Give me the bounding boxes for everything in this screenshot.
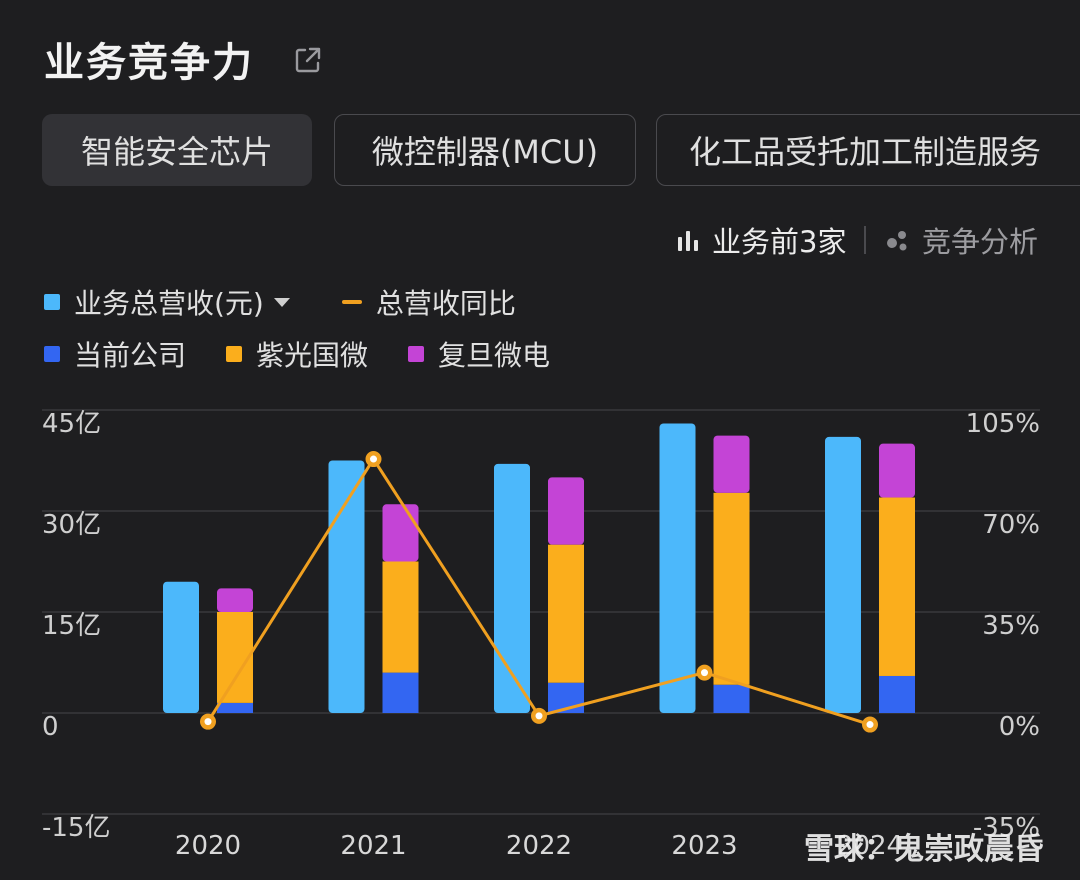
tab-chemical-processing[interactable]: 化工品受托加工制造服务: [656, 114, 1080, 186]
yoy-point-center: [204, 718, 212, 726]
bar-current: [382, 672, 419, 713]
y-left-tick-label: 30亿: [42, 510, 101, 540]
toolbar-divider: [864, 226, 866, 254]
bar-current: [713, 684, 750, 713]
legend-swatch: [44, 346, 60, 362]
yoy-line: [206, 456, 871, 726]
top3-button[interactable]: 业务前3家: [676, 219, 846, 261]
x-tick-label: 2022: [506, 831, 572, 861]
x-tick-label: 2021: [340, 831, 406, 861]
tab-smart-security-chip[interactable]: 智能安全芯片: [42, 114, 312, 186]
bubbles-icon: [886, 231, 907, 251]
chart-toolbar: 业务前3家 竞争分析: [676, 220, 1038, 260]
y-left-tick-label: 0: [42, 712, 59, 742]
analysis-button[interactable]: 竞争分析: [884, 219, 1038, 261]
bar-ziguang: [713, 492, 750, 685]
bar-ziguang: [548, 544, 584, 683]
bar-current: [879, 675, 915, 713]
legend-label: 业务总营收(元): [74, 287, 264, 320]
legend-fudan[interactable]: 复旦微电: [408, 334, 550, 374]
chevron-down-icon[interactable]: [273, 297, 290, 307]
legend-label: 当前公司: [74, 339, 187, 372]
yoy-point-center: [535, 712, 543, 720]
bar-fudan: [382, 504, 419, 562]
y-right-tick-label: 0%: [999, 712, 1040, 742]
legend-swatch: [341, 300, 362, 304]
bar-total-revenue: [494, 463, 530, 713]
y-left-tick-label: 15亿: [42, 611, 101, 641]
bar-current: [217, 702, 253, 713]
y-left-tick-label: -15亿: [42, 813, 110, 843]
x-tick-label: 2024: [837, 831, 903, 861]
yoy-point-center: [370, 455, 377, 463]
yoy-point-center: [701, 669, 708, 677]
analysis-label: 竞争分析: [921, 225, 1038, 259]
top3-label: 业务前3家: [712, 225, 847, 259]
bar-total-revenue: [659, 423, 696, 713]
legend-ziguang[interactable]: 紫光国微: [226, 334, 368, 374]
y-left-tick-label: 45亿: [42, 409, 101, 439]
legend-label: 复旦微电: [438, 339, 551, 372]
yoy-point-center: [866, 721, 874, 729]
legend-yoy[interactable]: 总营收同比: [341, 282, 516, 322]
legend-current[interactable]: 当前公司: [44, 334, 186, 374]
x-tick-label: 2020: [175, 831, 241, 861]
bar-fudan: [217, 588, 253, 612]
bar-total-revenue: [163, 581, 199, 713]
y-right-tick-label: 35%: [982, 611, 1040, 641]
legend-swatch: [408, 346, 425, 362]
legend-swatch: [226, 346, 243, 362]
legend-swatch: [44, 294, 60, 310]
business-tabs: 智能安全芯片 微控制器(MCU) 化工品受托加工制造服务: [42, 114, 1080, 188]
y-right-tick-label: 70%: [982, 510, 1040, 540]
watermark: 雪球：鬼崇政晨昏: [804, 832, 1044, 867]
page-title: 业务竞争力: [44, 40, 254, 86]
legend-row-1: 业务总营收(元) 总营收同比: [44, 282, 568, 322]
bar-ziguang: [382, 561, 419, 673]
external-link-icon[interactable]: [292, 44, 324, 76]
bar-fudan: [548, 477, 584, 545]
tab-mcu[interactable]: 微控制器(MCU): [334, 114, 636, 186]
bar-ziguang: [879, 497, 915, 676]
bar-fudan: [879, 443, 915, 498]
legend-label: 总营收同比: [375, 287, 516, 320]
y-right-tick-label: -35%: [973, 813, 1040, 843]
x-tick-label: 2023: [671, 831, 737, 861]
legend-label: 紫光国微: [256, 339, 369, 372]
legend-row-2: 当前公司 紫光国微 复旦微电: [44, 334, 602, 374]
y-right-tick-label: 105%: [966, 409, 1040, 439]
legend-total-revenue[interactable]: 业务总营收(元): [44, 282, 290, 322]
bar-total-revenue: [825, 436, 861, 713]
bar-total-revenue: [328, 460, 365, 713]
bar-fudan: [713, 435, 750, 493]
bar-chart-icon: [678, 231, 699, 251]
